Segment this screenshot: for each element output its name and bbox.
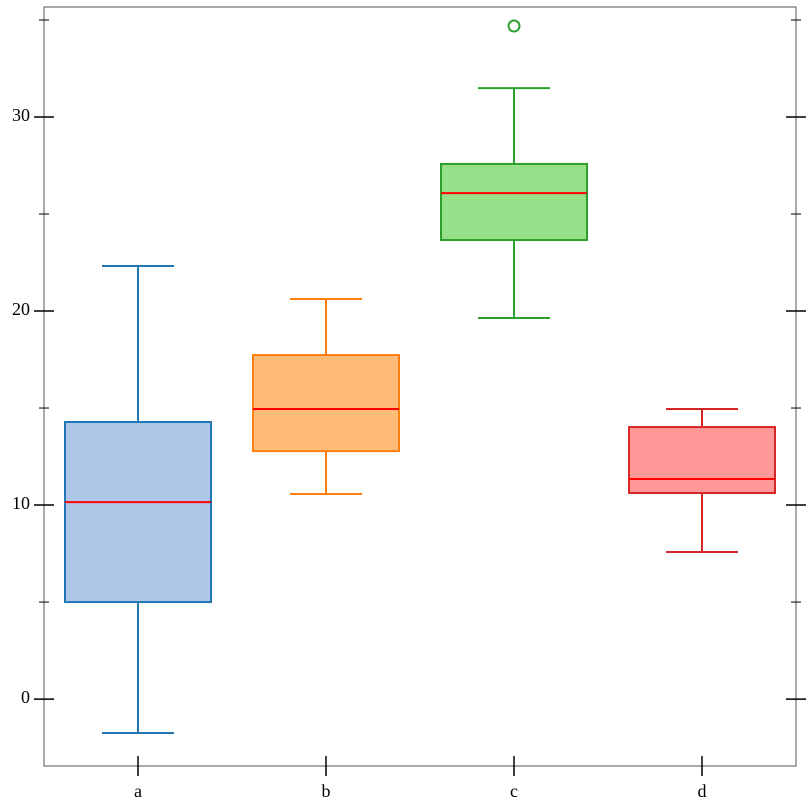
- y-tick-label: 20: [12, 299, 30, 319]
- y-tick-label: 30: [12, 105, 30, 125]
- x-tick-label: c: [510, 781, 518, 801]
- x-tick-label: d: [698, 781, 707, 801]
- y-tick-label: 10: [12, 493, 30, 513]
- box: [64, 421, 212, 604]
- x-tick-label: a: [134, 781, 142, 801]
- x-tick-label: b: [322, 781, 331, 801]
- plot-frame: [43, 6, 797, 767]
- outlier: [507, 19, 521, 33]
- box: [628, 426, 776, 495]
- box: [252, 354, 400, 453]
- y-tick-label: 0: [21, 687, 30, 707]
- box: [440, 162, 588, 242]
